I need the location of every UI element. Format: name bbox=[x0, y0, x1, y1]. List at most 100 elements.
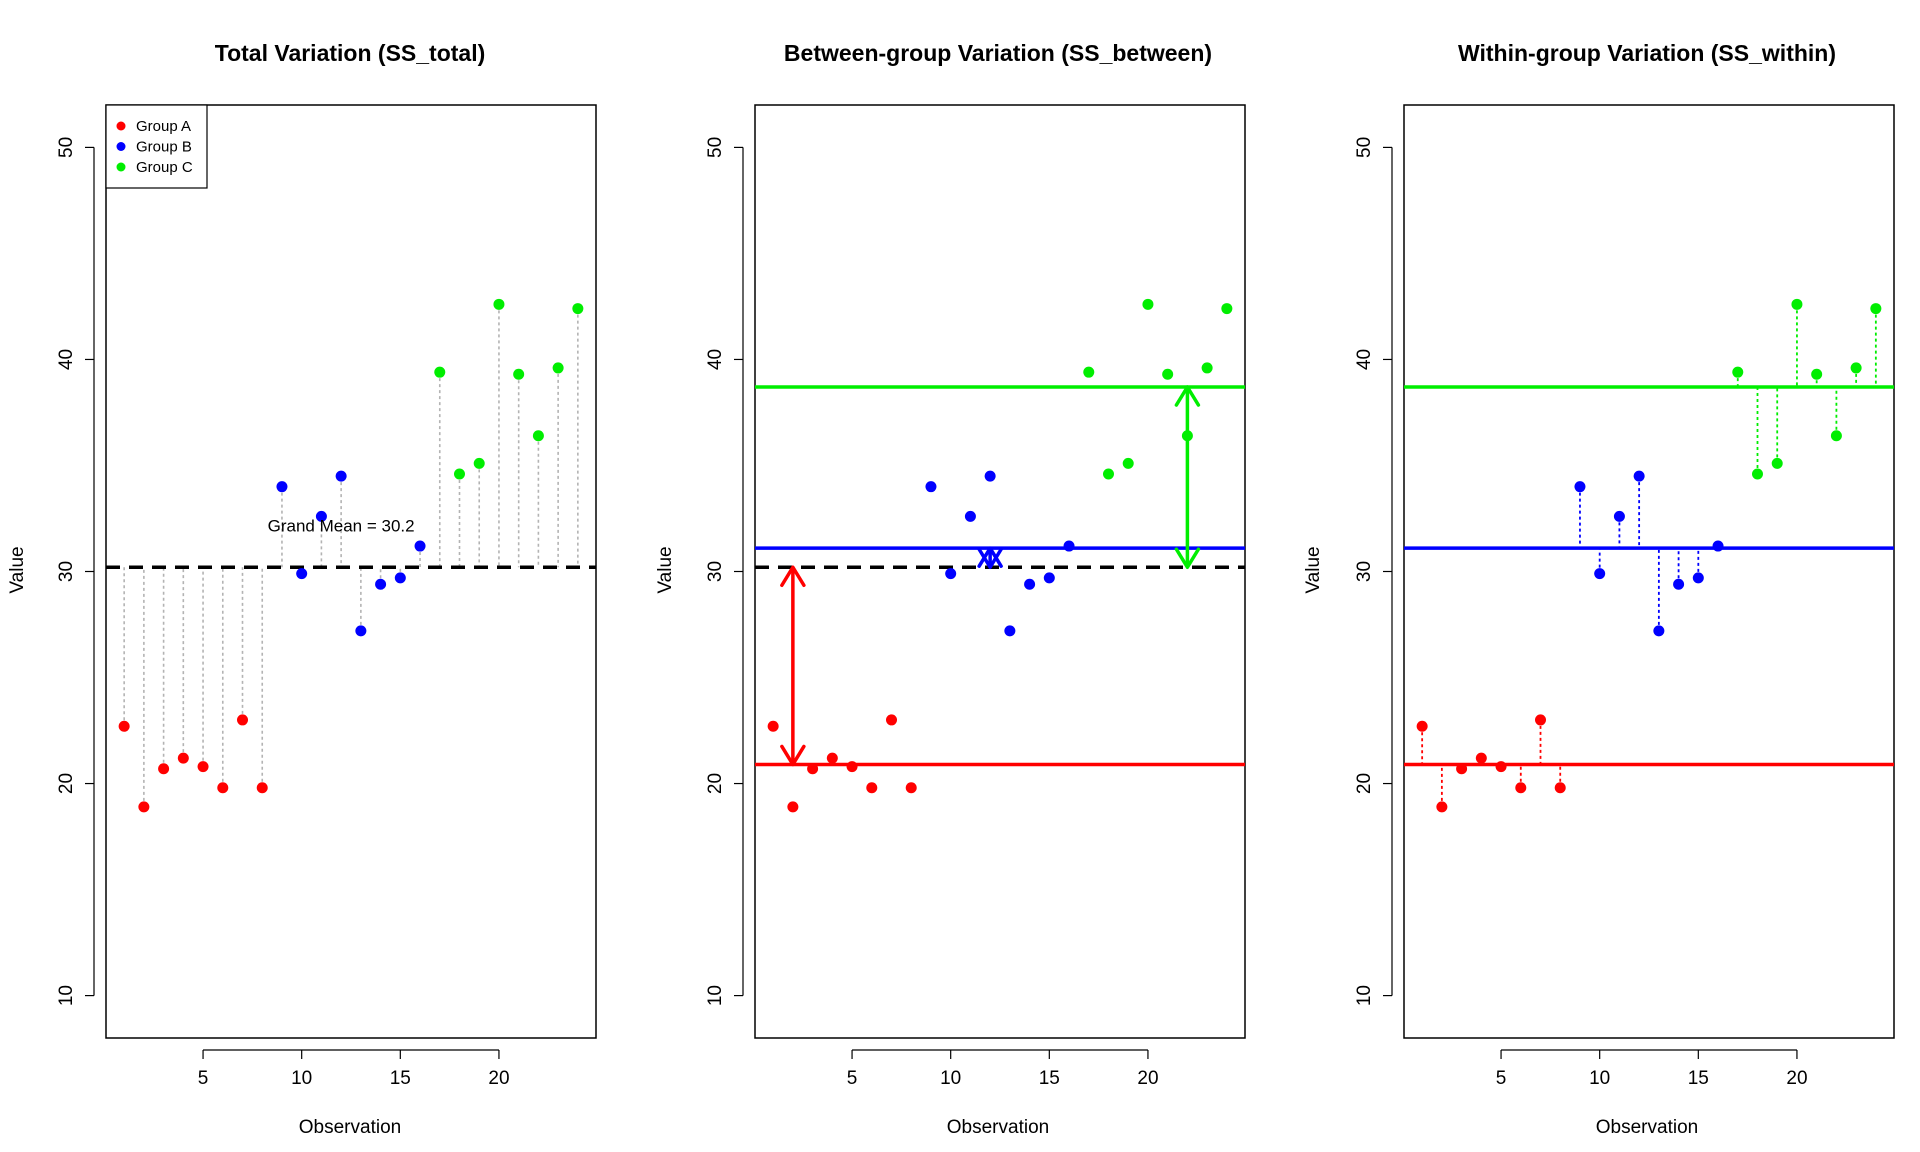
between-arrowhead bbox=[977, 546, 1003, 568]
x-axis-label: Observation bbox=[947, 1117, 1049, 1138]
data-point-group-b bbox=[945, 568, 957, 580]
y-tick-label: 40 bbox=[56, 349, 77, 370]
legend: Group A Group B Group C bbox=[105, 104, 208, 189]
x-tick-label: 10 bbox=[940, 1068, 961, 1089]
x-tick-label: 20 bbox=[1137, 1068, 1158, 1089]
data-point-group-a bbox=[158, 763, 170, 775]
x-tick-label: 5 bbox=[1496, 1068, 1507, 1089]
data-point-group-c bbox=[1142, 298, 1154, 310]
data-point-group-a bbox=[787, 801, 799, 813]
data-point-group-b bbox=[964, 510, 976, 522]
data-point-group-b bbox=[984, 470, 996, 482]
data-point-group-b bbox=[355, 625, 367, 637]
data-point-group-b bbox=[1673, 578, 1685, 590]
legend-label: Group B bbox=[136, 139, 192, 156]
y-tick-label: 50 bbox=[1354, 137, 1375, 158]
data-point-group-b bbox=[1653, 625, 1665, 637]
data-point-group-a bbox=[1554, 782, 1566, 794]
data-point-group-b bbox=[335, 470, 347, 482]
plot-frame bbox=[1403, 104, 1895, 1039]
data-point-group-b bbox=[1613, 510, 1625, 522]
chart-title: Between-group Variation (SS_between) bbox=[784, 40, 1212, 66]
y-tick-label: 30 bbox=[1354, 561, 1375, 582]
data-point-group-a bbox=[197, 761, 209, 773]
data-point-group-c bbox=[572, 303, 584, 315]
data-point-group-c bbox=[1751, 468, 1763, 480]
data-point-group-a bbox=[767, 720, 779, 732]
data-point-group-c bbox=[532, 430, 544, 442]
x-axis-label: Observation bbox=[1596, 1117, 1698, 1138]
data-point-group-b bbox=[276, 481, 288, 493]
data-point-group-c bbox=[1201, 362, 1213, 374]
y-tick-label: 10 bbox=[705, 985, 726, 1006]
plot-content bbox=[1404, 298, 1894, 813]
data-point-group-c bbox=[453, 468, 465, 480]
between-arrowhead bbox=[1174, 547, 1201, 570]
x-tick-label: 20 bbox=[1786, 1068, 1807, 1089]
data-point-group-c bbox=[1122, 457, 1134, 469]
legend-marker-group-c bbox=[116, 162, 126, 172]
y-tick-label: 20 bbox=[56, 773, 77, 794]
plot-content bbox=[106, 298, 596, 813]
y-tick-label: 30 bbox=[56, 561, 77, 582]
data-point-group-a bbox=[256, 782, 268, 794]
data-point-group-b bbox=[296, 568, 308, 580]
data-point-group-c bbox=[1162, 368, 1174, 380]
data-point-group-a bbox=[1495, 761, 1507, 773]
y-tick-label: 40 bbox=[705, 349, 726, 370]
data-point-group-c bbox=[1850, 362, 1862, 374]
data-point-group-b bbox=[1043, 572, 1055, 584]
y-tick-label: 30 bbox=[705, 561, 726, 582]
data-point-group-c bbox=[1102, 468, 1114, 480]
data-point-group-c bbox=[473, 457, 485, 469]
data-point-group-b bbox=[1633, 470, 1645, 482]
data-point-group-c bbox=[552, 362, 564, 374]
data-point-group-b bbox=[1594, 568, 1606, 580]
x-tick-label: 10 bbox=[291, 1068, 312, 1089]
data-point-group-a bbox=[177, 752, 189, 764]
x-tick-label: 15 bbox=[390, 1068, 411, 1089]
data-point-group-b bbox=[925, 481, 937, 493]
data-point-group-b bbox=[315, 510, 327, 522]
legend-marker-group-a bbox=[116, 121, 126, 131]
total-variation-panel: Total Variation (SS_total) Observation V… bbox=[7, 40, 597, 1138]
data-point-group-c bbox=[1870, 303, 1882, 315]
data-point-group-a bbox=[886, 714, 898, 726]
data-point-group-c bbox=[1811, 368, 1823, 380]
between-arrowhead bbox=[780, 565, 806, 588]
data-point-group-c bbox=[1771, 457, 1783, 469]
data-point-group-a bbox=[118, 720, 130, 732]
x-axis-label: Observation bbox=[299, 1117, 401, 1138]
y-tick-label: 20 bbox=[705, 773, 726, 794]
data-point-group-a bbox=[1535, 714, 1547, 726]
data-point-group-a bbox=[138, 801, 150, 813]
y-axis-label: Value bbox=[7, 546, 28, 593]
plot-area: 5 10 15 20 10 20 30 40 50 Grand Mean = 30.2 Group … bbox=[56, 104, 597, 1089]
y-tick-label: 50 bbox=[56, 137, 77, 158]
chart-title: Within-group Variation (SS_within) bbox=[1458, 40, 1836, 66]
data-point-group-b bbox=[394, 572, 406, 584]
data-point-group-c bbox=[1083, 366, 1095, 378]
plot-frame bbox=[754, 104, 1246, 1039]
data-point-group-b bbox=[1024, 578, 1036, 590]
data-point-group-a bbox=[1456, 763, 1468, 775]
data-point-group-b bbox=[1004, 625, 1016, 637]
y-tick-label: 10 bbox=[56, 985, 77, 1006]
y-axis-label: Value bbox=[655, 546, 676, 593]
data-point-group-c bbox=[1221, 303, 1233, 315]
y-tick-label: 50 bbox=[705, 137, 726, 158]
data-point-group-a bbox=[826, 752, 838, 764]
data-point-group-c bbox=[1181, 430, 1193, 442]
data-point-group-a bbox=[807, 763, 819, 775]
data-point-group-a bbox=[1436, 801, 1448, 813]
data-point-group-b bbox=[414, 540, 426, 552]
within-variation-panel: Within-group Variation (SS_within) Obser… bbox=[1303, 40, 1895, 1138]
y-tick-label: 40 bbox=[1354, 349, 1375, 370]
data-point-group-b bbox=[1063, 540, 1075, 552]
data-point-group-a bbox=[237, 714, 249, 726]
data-point-group-c bbox=[1732, 366, 1744, 378]
grand-mean-label: Grand Mean = 30.2 bbox=[268, 516, 415, 535]
data-point-group-c bbox=[1791, 298, 1803, 310]
x-tick-label: 15 bbox=[1688, 1068, 1709, 1089]
y-tick-label: 10 bbox=[1354, 985, 1375, 1006]
